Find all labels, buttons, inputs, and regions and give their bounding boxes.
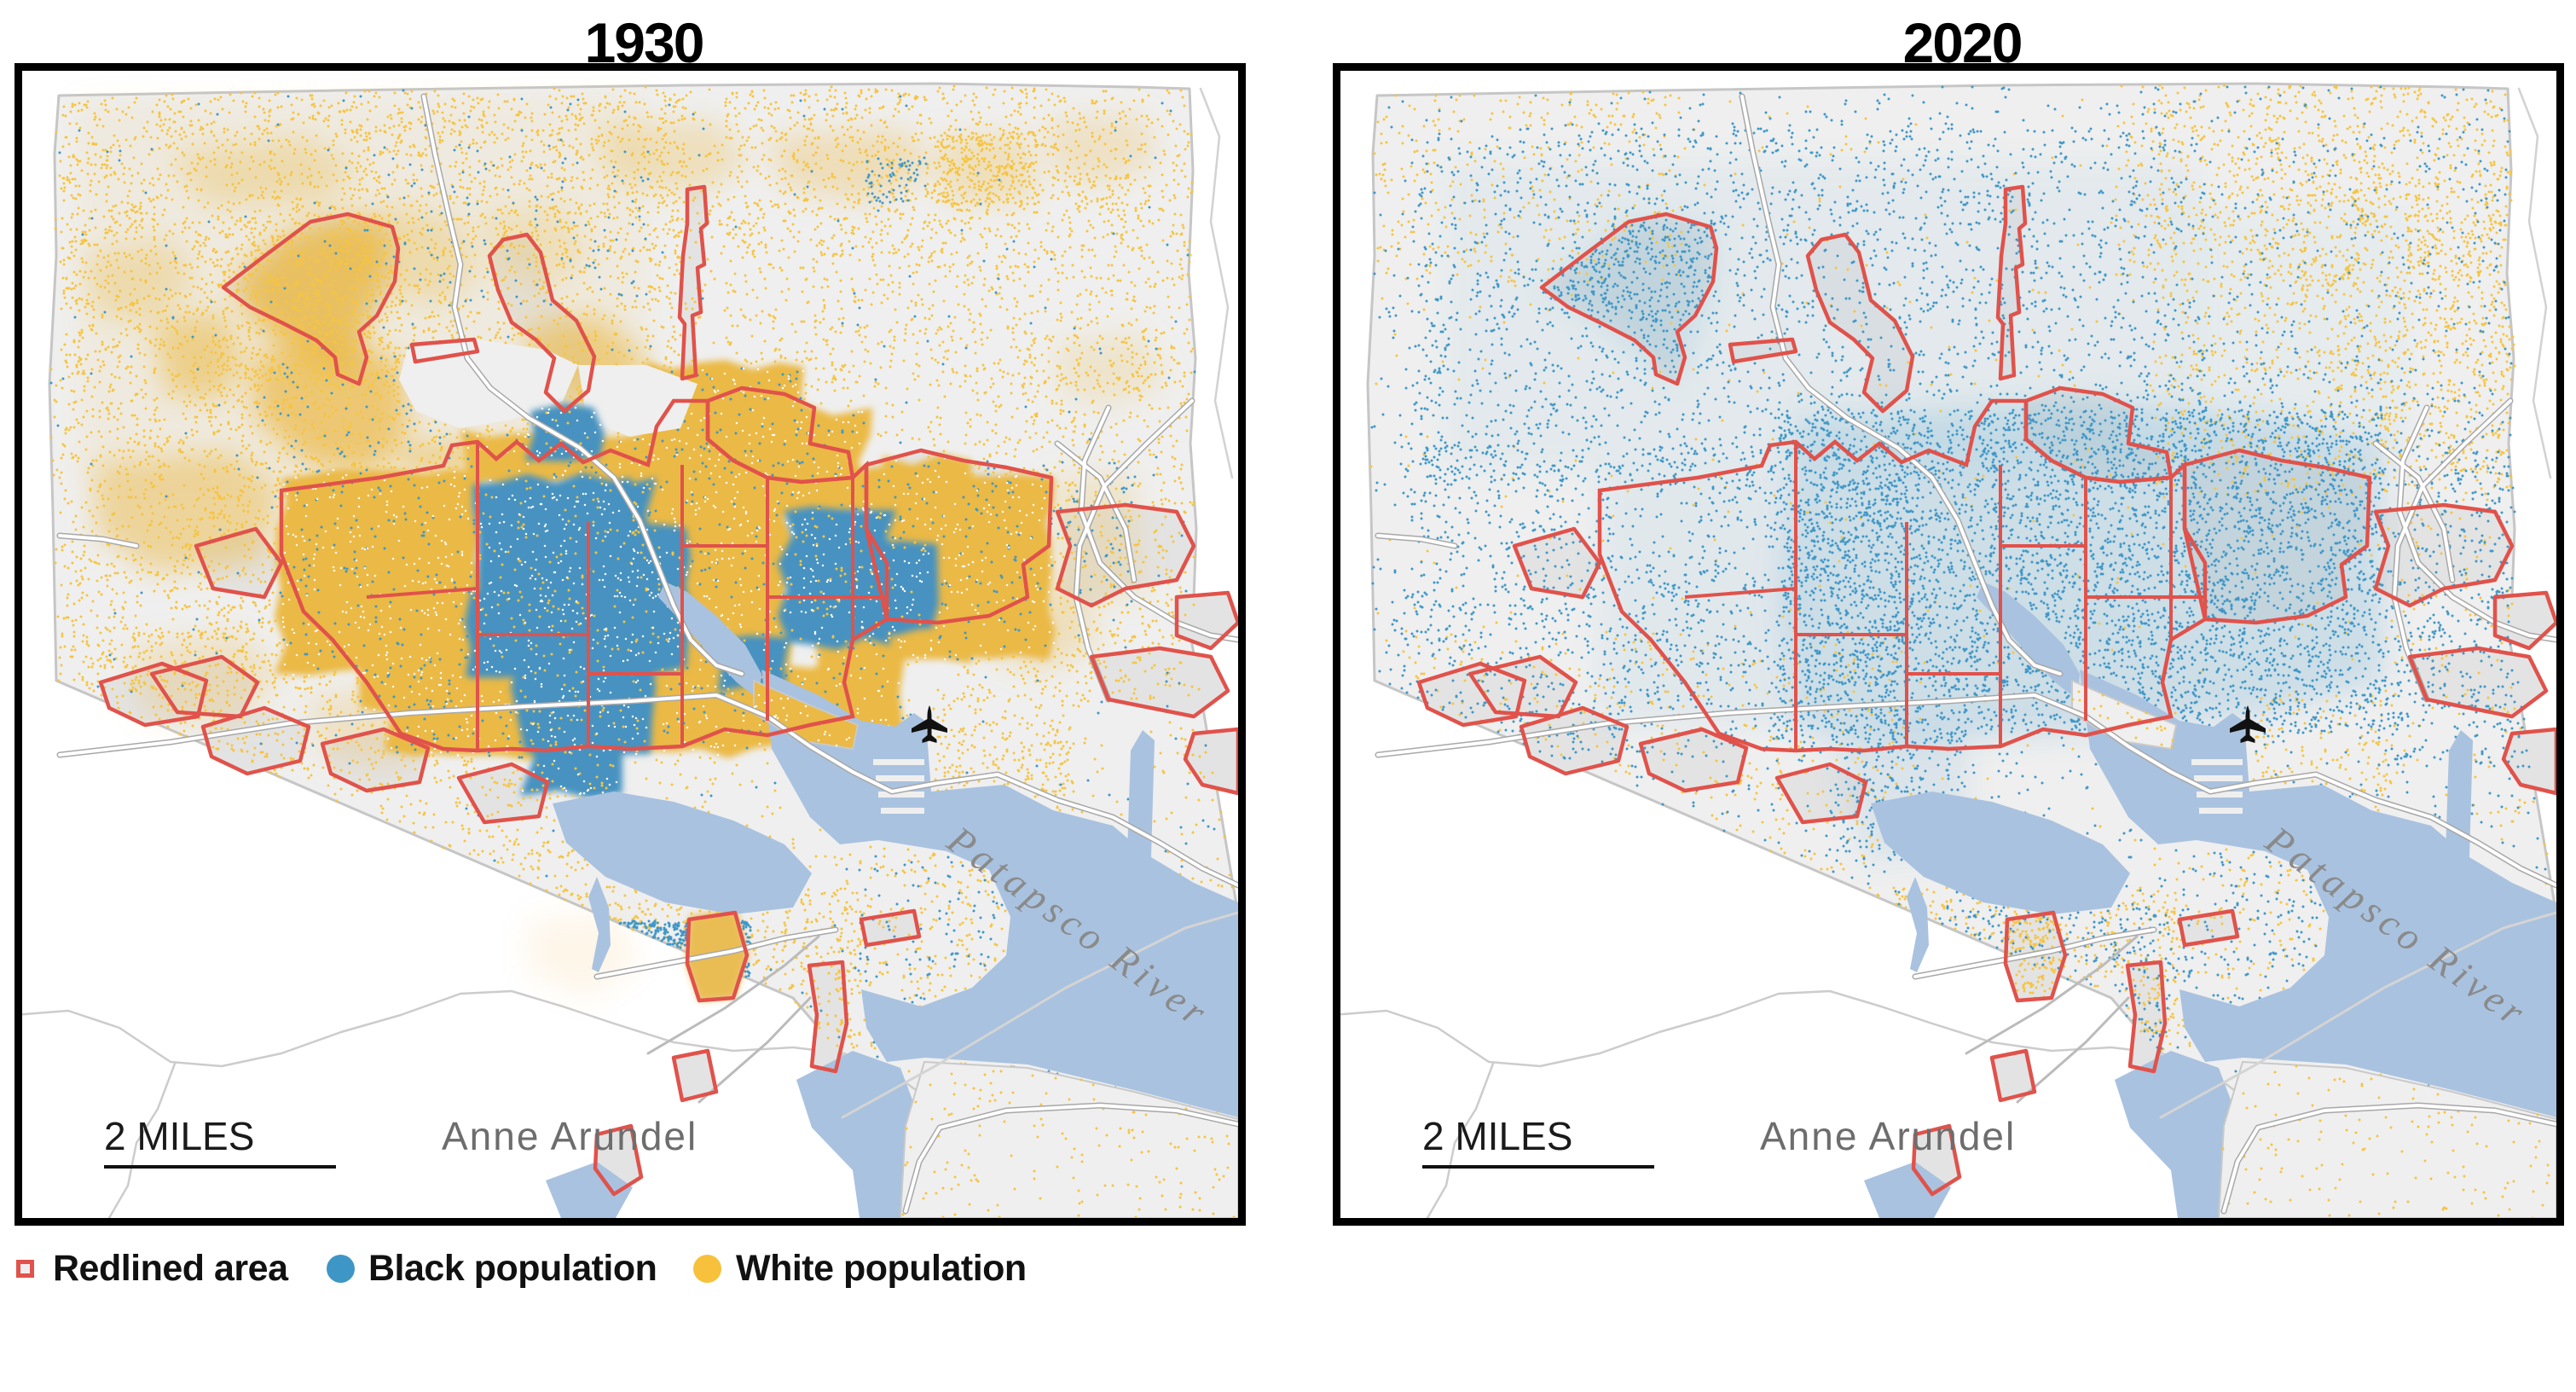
svg-text:Anne Arundel: Anne Arundel [442,1114,698,1158]
svg-text:Anne Arundel: Anne Arundel [1760,1114,2016,1158]
svg-text:2 MILES: 2 MILES [104,1114,254,1158]
svg-text:2 MILES: 2 MILES [1422,1114,1572,1158]
